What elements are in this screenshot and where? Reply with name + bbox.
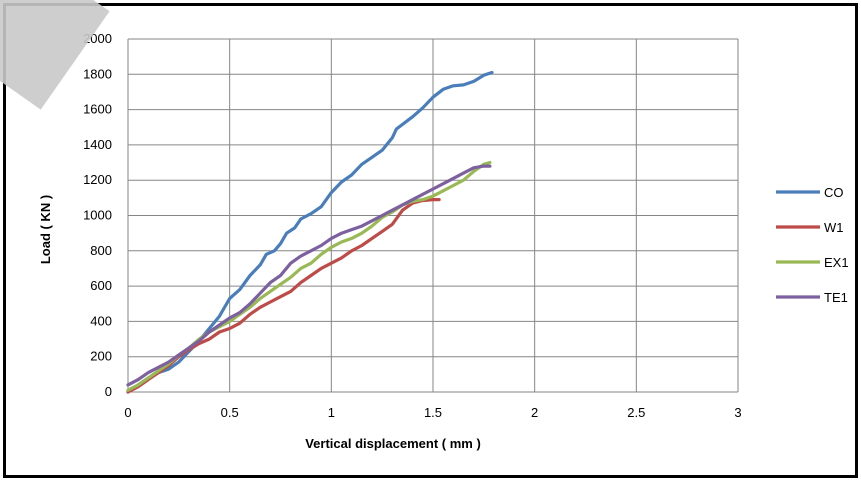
x-axis-title: Vertical displacement ( mm ) bbox=[305, 436, 481, 451]
legend-label-ex1: EX1 bbox=[824, 255, 849, 270]
y-tick-label: 0 bbox=[105, 384, 112, 399]
series-layer bbox=[126, 70, 494, 394]
x-tick-label: 0 bbox=[124, 405, 131, 420]
y-tick-label: 1000 bbox=[83, 208, 112, 223]
y-tick-label: 1600 bbox=[83, 102, 112, 117]
legend-label-w1: W1 bbox=[824, 220, 844, 235]
grid-layer bbox=[127, 38, 739, 393]
legend-label-co: CO bbox=[824, 185, 844, 200]
x-tick-label: 1.5 bbox=[424, 405, 442, 420]
y-tick-label: 1800 bbox=[83, 66, 112, 81]
y-tick-label: 1200 bbox=[83, 172, 112, 187]
y-tick-label: 800 bbox=[90, 243, 112, 258]
x-tick-label: 0.5 bbox=[221, 405, 239, 420]
y-tick-label: 200 bbox=[90, 349, 112, 364]
legend-label-te1: TE1 bbox=[824, 290, 848, 305]
x-tick-label: 3 bbox=[734, 405, 741, 420]
legend: CO W1 EX1 TE1 bbox=[776, 185, 849, 305]
y-axis-title: Load ( KN ) bbox=[38, 195, 53, 264]
x-tick-label: 2 bbox=[531, 405, 538, 420]
y-tick-label: 600 bbox=[90, 278, 112, 293]
y-tick-label: 400 bbox=[90, 313, 112, 328]
x-tick-label: 1 bbox=[328, 405, 335, 420]
y-tick-label: 1400 bbox=[83, 137, 112, 152]
x-tick-label: 2.5 bbox=[627, 405, 645, 420]
series-line-co bbox=[126, 70, 494, 394]
series-line-te1 bbox=[126, 164, 492, 387]
